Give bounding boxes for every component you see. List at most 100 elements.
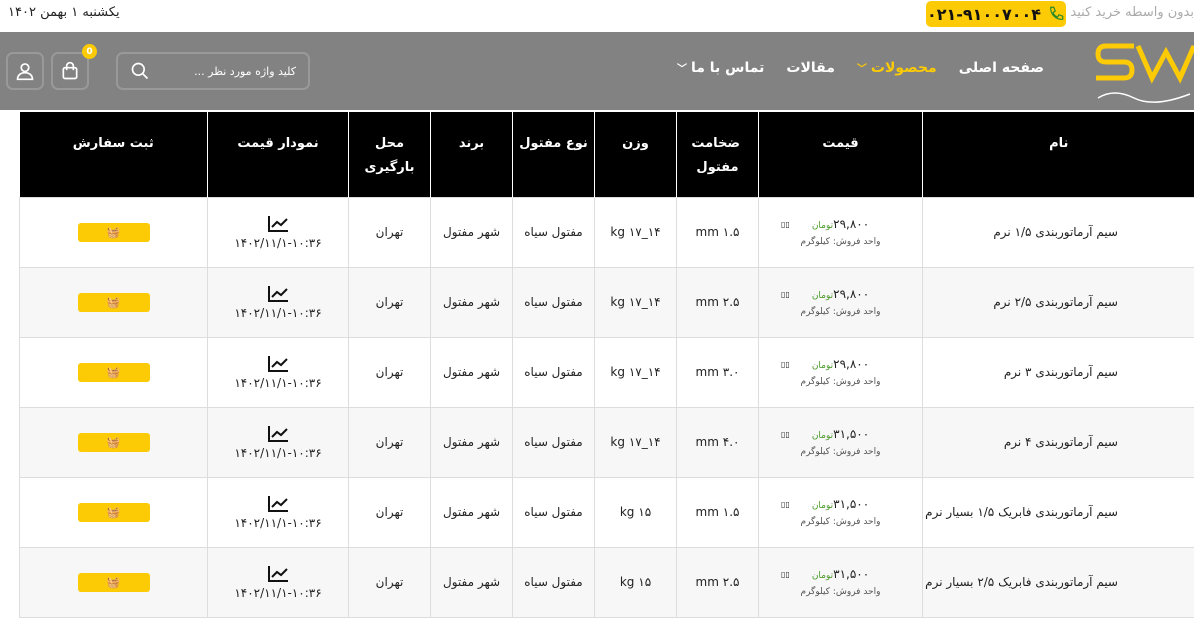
thickness: ۲.۵ mm [677,267,759,337]
price-chart-cell[interactable]: ۱۴۰۲/۱۱/۱-۱۰:۳۶ [208,267,349,337]
update-time: ۱۴۰۲/۱۱/۱-۱۰:۳۶ [208,446,348,460]
update-time: ۱۴۰۲/۱۱/۱-۱۰:۳۶ [208,236,348,250]
currency: تومان [812,361,833,371]
phone-number: ۰۲۱-۹۱۰۰۷۰۰۴ [927,5,1041,24]
chevron-down-icon: ﹀ [857,64,867,75]
price-chart-cell[interactable]: ۱۴۰۲/۱۱/۱-۱۰:۳۶ [208,197,349,267]
order-button[interactable]: 🧺 [78,503,150,522]
brand: شهر مفتول [431,267,513,337]
price-value: ۲۹,۸۰۰ [833,217,869,231]
location: تهران [349,477,431,547]
price-chart-cell[interactable]: ۱۴۰۲/۱۱/۱-۱۰:۳۶ [208,477,349,547]
line-chart-icon[interactable] [267,565,289,583]
wire-type: مفتول سیاه [513,337,595,407]
product-name[interactable]: سیم آرماتوربندی ۳ نرم [923,337,1194,407]
brand: شهر مفتول [431,197,513,267]
price-value: ۳۱,۵۰۰ [833,567,869,581]
sale-unit: واحد فروش: کیلوگرم [759,587,922,597]
sale-unit: واحد فروش: کیلوگرم [759,517,922,527]
nav-contact[interactable]: تماس با ما﹀ [677,60,764,76]
shopping-bag-icon [60,61,80,81]
weight: ۱۴_۱۷ kg [595,267,677,337]
phone-button[interactable]: ۰۲۱-۹۱۰۰۷۰۰۴ [926,1,1066,27]
column-header-name: نام [923,112,1194,197]
cart-button[interactable] [51,52,89,90]
update-time: ۱۴۰۲/۱۱/۱-۱۰:۳۶ [208,516,348,530]
order-button[interactable]: 🧺 [78,293,150,312]
location: تهران [349,547,431,617]
basket-icon: 🧺 [107,226,121,239]
product-name[interactable]: سیم آرماتوربندی ۲/۵ نرم [923,267,1194,337]
order-button[interactable]: 🧺 [78,433,150,452]
nav-products[interactable]: محصولات﹀ [857,60,937,76]
basket-icon: 🧺 [107,366,121,379]
brand: شهر مفتول [431,407,513,477]
weight: ۱۵ kg [595,547,677,617]
sale-unit: واحد فروش: کیلوگرم [759,307,922,317]
wire-type: مفتول سیاه [513,407,595,477]
main-nav: صفحه اصلی محصولات﹀ مقالات تماس با ما﹀ [677,60,1044,76]
placeholder-icon: ▯▯ [781,360,790,369]
placeholder-icon: ▯▯ [781,290,790,299]
currency: تومان [812,431,833,441]
order-button[interactable]: 🧺 [78,573,150,592]
order-cell: 🧺 [20,407,208,477]
nav-home[interactable]: صفحه اصلی [959,60,1044,76]
product-name[interactable]: سیم آرماتوربندی فابریک ۱/۵ بسیار نرم [923,477,1194,547]
basket-icon: 🧺 [107,506,121,519]
sale-unit: واحد فروش: کیلوگرم [759,447,922,457]
search-input[interactable]: کلید واژه مورد نظر ... [116,52,310,90]
nav-articles[interactable]: مقالات [786,60,835,76]
product-name[interactable]: سیم آرماتوربندی ۱/۵ نرم [923,197,1194,267]
basket-icon: 🧺 [107,296,121,309]
order-button[interactable]: 🧺 [78,223,150,242]
search-icon[interactable] [130,61,150,81]
column-header-price: قیمت [759,112,923,197]
main-header: صفحه اصلی محصولات﹀ مقالات تماس با ما﹀ کل… [0,32,1194,110]
wire-type: مفتول سیاه [513,197,595,267]
weight: ۱۵ kg [595,477,677,547]
table-row: سیم آرماتوربندی فابریک ۲/۵ بسیار نرم ۳۱,… [20,547,1194,617]
column-header-brand: برند [431,112,513,197]
cart-count-badge: 0 [82,44,97,59]
order-cell: 🧺 [20,197,208,267]
currency: تومان [812,501,833,511]
brand: شهر مفتول [431,547,513,617]
price-chart-cell[interactable]: ۱۴۰۲/۱۱/۱-۱۰:۳۶ [208,407,349,477]
update-time: ۱۴۰۲/۱۱/۱-۱۰:۳۶ [208,306,348,320]
update-time: ۱۴۰۲/۱۱/۱-۱۰:۳۶ [208,586,348,600]
order-cell: 🧺 [20,547,208,617]
table-row: سیم آرماتوربندی فابریک ۱/۵ بسیار نرم ۳۱,… [20,477,1194,547]
order-button[interactable]: 🧺 [78,363,150,382]
product-name[interactable]: سیم آرماتوربندی فابریک ۲/۵ بسیار نرم [923,547,1194,617]
line-chart-icon[interactable] [267,495,289,513]
currency: تومان [812,221,833,231]
column-header-type: نوع مفتول [513,112,595,197]
product-name[interactable]: سیم آرماتوربندی ۴ نرم [923,407,1194,477]
price-value: ۲۹,۸۰۰ [833,357,869,371]
account-button[interactable] [6,52,44,90]
line-chart-icon[interactable] [267,215,289,233]
brand: شهر مفتول [431,477,513,547]
column-header-weight: وزن [595,112,677,197]
phone-icon [1047,5,1065,23]
price-chart-cell[interactable]: ۱۴۰۲/۱۱/۱-۱۰:۳۶ [208,337,349,407]
thickness: ۳.۰ mm [677,337,759,407]
update-time: ۱۴۰۲/۱۱/۱-۱۰:۳۶ [208,376,348,390]
site-logo[interactable] [1094,38,1194,106]
line-chart-icon[interactable] [267,355,289,373]
order-cell: 🧺 [20,337,208,407]
price-chart-cell[interactable]: ۱۴۰۲/۱۱/۱-۱۰:۳۶ [208,547,349,617]
line-chart-icon[interactable] [267,425,289,443]
placeholder-icon: ▯▯ [781,220,790,229]
line-chart-icon[interactable] [267,285,289,303]
column-header-thickness: ضخامت مفتول [677,112,759,197]
wire-type: مفتول سیاه [513,547,595,617]
top-bar: یکشنبه ۱ بهمن ۱۴۰۲ بدون واسطه خرید کنید … [0,0,1194,32]
search-placeholder: کلید واژه مورد نظر ... [194,65,296,78]
